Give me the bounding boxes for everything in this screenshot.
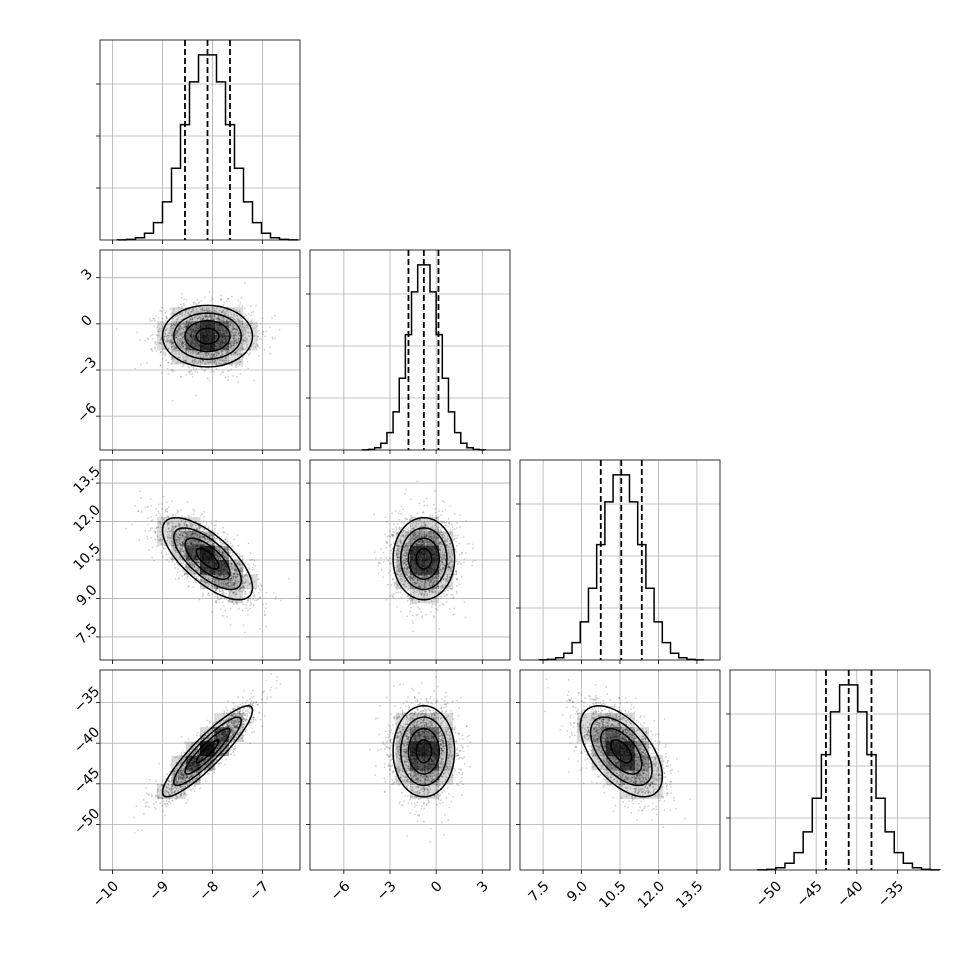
y-tick-label: −50 (71, 806, 103, 838)
density-panel (125, 490, 290, 634)
y-tick-label: −45 (71, 765, 103, 797)
x-tick-label: 3 (474, 878, 492, 896)
x-tick-label: −8 (196, 878, 222, 904)
y-tick-label: 10.5 (70, 540, 103, 573)
panel-frame (519, 669, 721, 871)
density-panel (373, 480, 476, 633)
panel-frame (309, 669, 511, 871)
grid-lines (100, 40, 300, 240)
y-tick-label: 12.0 (70, 502, 103, 535)
y-tick-label: 7.5 (74, 621, 101, 648)
x-tick-label: 12.0 (635, 878, 668, 911)
y-tick-label: −3 (74, 354, 100, 380)
y-tick-label: −6 (74, 400, 100, 426)
grid-lines (310, 250, 510, 450)
x-tick-label: 7.5 (526, 878, 553, 905)
x-tick-label: 0 (428, 878, 446, 896)
x-tick-label: −45 (794, 878, 826, 910)
panel-frame (99, 459, 301, 661)
y-tick-label: −40 (71, 724, 103, 756)
x-tick-label: 10.5 (596, 878, 629, 911)
histogram-panel (99, 39, 301, 241)
y-tick-label: 13.5 (70, 464, 103, 497)
x-tick-label: −50 (753, 878, 785, 910)
x-tick-label: −40 (834, 878, 866, 910)
x-tick-label: −3 (374, 878, 400, 904)
x-tick-label: −10 (90, 878, 122, 910)
histogram-panel (309, 249, 511, 451)
histogram-panel (519, 459, 721, 661)
x-tick-label: −35 (875, 878, 907, 910)
y-tick-label: 0 (78, 312, 96, 330)
panel-frame (99, 669, 301, 871)
density-panel (133, 670, 282, 834)
x-tick-label: −6 (328, 878, 354, 904)
panel-frame (309, 459, 511, 661)
density-panel (368, 676, 472, 843)
panel-frame (99, 249, 301, 451)
x-tick-label: 13.5 (673, 878, 706, 911)
y-tick-label: 9.0 (74, 582, 101, 609)
x-tick-label: −7 (246, 878, 272, 904)
grid-lines (520, 460, 720, 660)
x-tick-label: 9.0 (564, 878, 591, 905)
density-panel (115, 282, 281, 402)
y-tick-label: −35 (71, 684, 103, 716)
grid-lines (730, 670, 930, 870)
x-tick-label: −9 (146, 878, 172, 904)
histogram-panel (729, 669, 931, 871)
density-panel (544, 678, 692, 829)
y-tick-label: 3 (78, 266, 96, 284)
